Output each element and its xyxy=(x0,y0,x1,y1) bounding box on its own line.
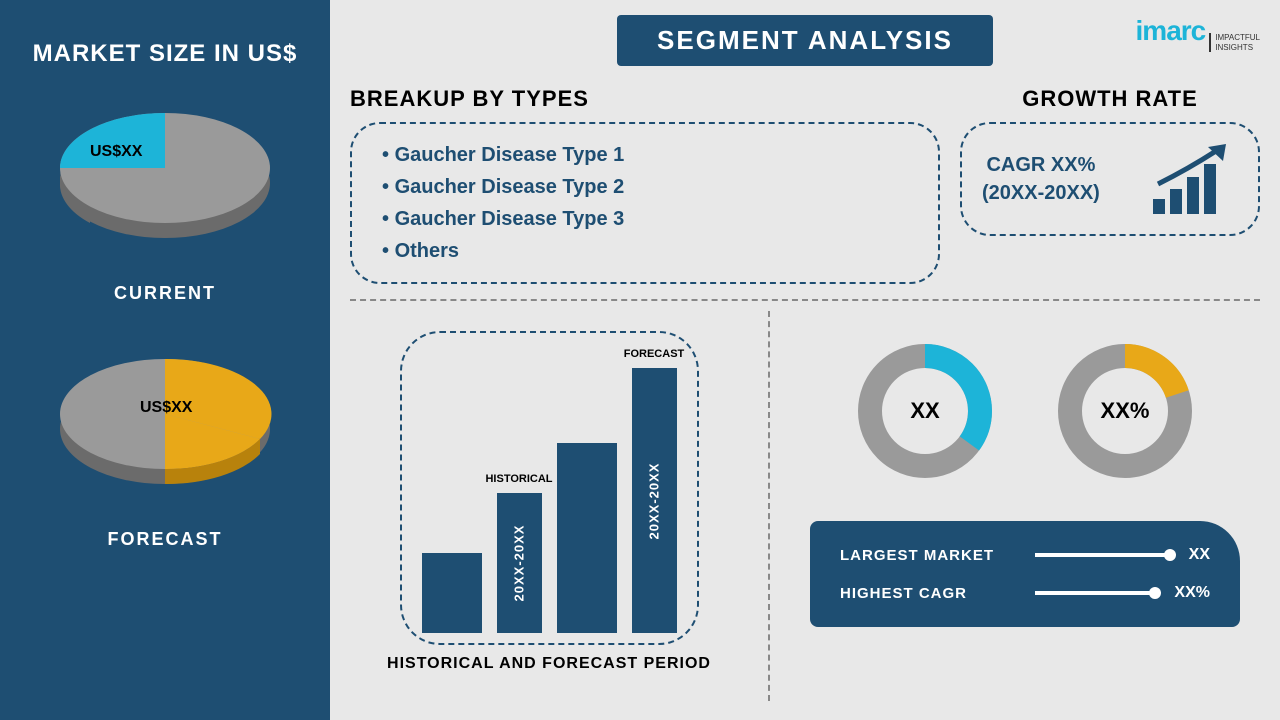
page-title: SEGMENT ANALYSIS xyxy=(617,15,993,66)
pie-current-value: US$XX xyxy=(90,143,142,161)
breakup-item: • Gaucher Disease Type 2 xyxy=(382,171,908,203)
stat-value: XX xyxy=(1189,546,1210,564)
pie-forecast-value: US$XX xyxy=(140,399,192,417)
right-panel: XX XX% LARGEST MARKET XX xyxy=(770,311,1260,701)
growth-icon xyxy=(1148,139,1238,219)
bar xyxy=(557,443,617,633)
bar-top-label: HISTORICAL xyxy=(485,473,552,485)
pie-forecast-caption: FORECAST xyxy=(108,529,223,550)
stats-box: LARGEST MARKET XX HIGHEST CAGR XX% xyxy=(810,521,1240,627)
stat-row: HIGHEST CAGR XX% xyxy=(840,584,1210,602)
bar-top-label: FORECAST xyxy=(624,348,685,360)
growth-text: CAGR XX% (20XX-20XX) xyxy=(982,151,1100,207)
breakup-item: • Gaucher Disease Type 3 xyxy=(382,203,908,235)
growth-title: GROWTH RATE xyxy=(960,86,1260,112)
historical-panel: HISTORICAL20XX-20XXFORECAST20XX-20XX HIS… xyxy=(350,311,770,701)
row-top: BREAKUP BY TYPES • Gaucher Disease Type … xyxy=(350,86,1260,284)
historical-box: HISTORICAL20XX-20XXFORECAST20XX-20XX xyxy=(400,331,699,645)
pie-current: US$XX xyxy=(35,98,295,263)
breakup-box: • Gaucher Disease Type 1 • Gaucher Disea… xyxy=(350,122,940,284)
growth-section: GROWTH RATE CAGR XX% (20XX-20XX) xyxy=(960,86,1260,284)
growth-box: CAGR XX% (20XX-20XX) xyxy=(960,122,1260,236)
stat-bar xyxy=(1035,553,1174,557)
pie-current-caption: CURRENT xyxy=(114,283,216,304)
bar: FORECAST20XX-20XX xyxy=(632,368,677,633)
donut-1-value: XX xyxy=(910,398,939,424)
header: SEGMENT ANALYSIS imarc IMPACTFUL INSIGHT… xyxy=(350,15,1260,66)
breakup-item: • Others xyxy=(382,235,908,267)
donut-2: XX% xyxy=(1055,341,1195,481)
logo-subtitle: IMPACTFUL INSIGHTS xyxy=(1209,33,1260,52)
stat-label: HIGHEST CAGR xyxy=(840,585,1020,602)
logo: imarc IMPACTFUL INSIGHTS xyxy=(1136,15,1260,52)
row-bottom: HISTORICAL20XX-20XXFORECAST20XX-20XX HIS… xyxy=(350,311,1260,701)
bar xyxy=(422,553,482,633)
stat-value: XX% xyxy=(1174,584,1210,602)
sidebar-title: MARKET SIZE IN US$ xyxy=(33,40,298,68)
stat-label: LARGEST MARKET xyxy=(840,547,1020,564)
historical-caption: HISTORICAL AND FORECAST PERIOD xyxy=(387,655,711,673)
root: MARKET SIZE IN US$ US$XX CURRENT US$XX F… xyxy=(0,0,1280,720)
stat-bar xyxy=(1035,591,1159,595)
bar: HISTORICAL20XX-20XX xyxy=(497,493,542,633)
donut-2-value: XX% xyxy=(1101,398,1150,424)
breakup-item: • Gaucher Disease Type 1 xyxy=(382,139,908,171)
divider xyxy=(350,299,1260,301)
donut-row: XX XX% xyxy=(810,341,1240,481)
breakup-section: BREAKUP BY TYPES • Gaucher Disease Type … xyxy=(350,86,940,284)
donut-1: XX xyxy=(855,341,995,481)
pie-forecast: US$XX xyxy=(35,344,295,509)
sidebar: MARKET SIZE IN US$ US$XX CURRENT US$XX F… xyxy=(0,0,330,720)
bar-inner-label: 20XX-20XX xyxy=(647,462,662,539)
logo-text: imarc xyxy=(1136,15,1206,47)
main: SEGMENT ANALYSIS imarc IMPACTFUL INSIGHT… xyxy=(330,0,1280,720)
stat-row: LARGEST MARKET XX xyxy=(840,546,1210,564)
bar-chart: HISTORICAL20XX-20XXFORECAST20XX-20XX xyxy=(422,363,677,633)
bar-inner-label: 20XX-20XX xyxy=(512,525,527,602)
breakup-title: BREAKUP BY TYPES xyxy=(350,86,940,112)
